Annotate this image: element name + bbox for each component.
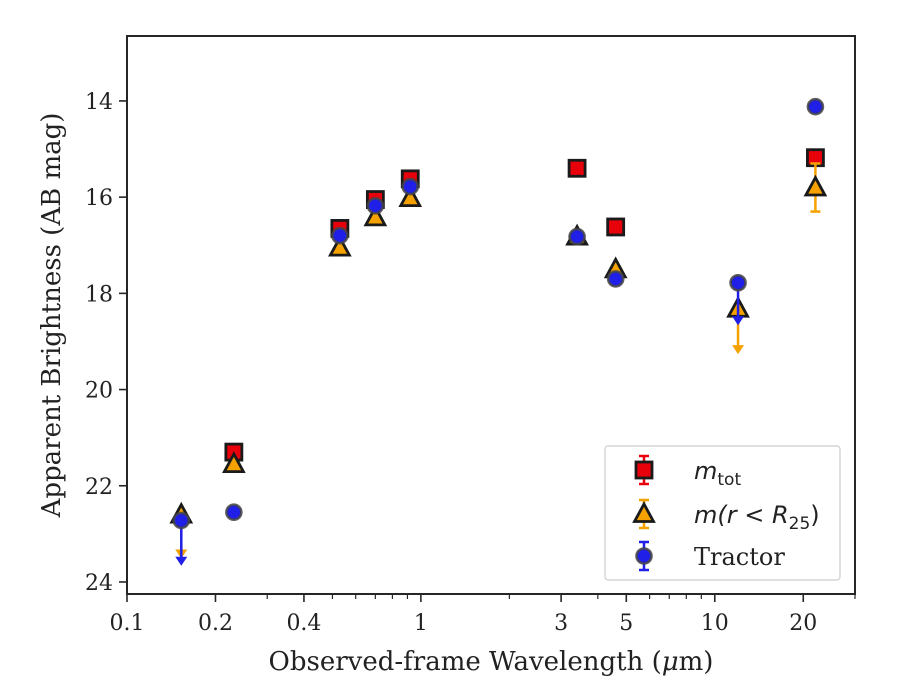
legend-marker-mr25	[632, 501, 656, 523]
tractor-point-0-limit-arrow	[175, 556, 188, 566]
plot-frame	[126, 35, 856, 595]
y-axis-title: Apparent Brightness (AB mag)	[37, 113, 67, 519]
x-tick-label-5: 5	[619, 611, 633, 636]
tractor-point-7-limit-arrow	[732, 316, 745, 326]
legend-label-tractor: Tractor	[694, 543, 785, 571]
x-tick-label-7: 20	[789, 611, 817, 636]
tractor-point-4	[401, 177, 420, 196]
series-tractor	[172, 97, 825, 566]
tractor-point-0	[172, 511, 191, 530]
legend-label-close-mr25: )	[810, 501, 819, 529]
x-tick-label-4: 3	[554, 611, 568, 636]
mtot-point-5	[606, 217, 626, 237]
tractor-point-3	[366, 197, 385, 215]
x-tick-label-0: 0.1	[110, 611, 145, 636]
mr25-point-4	[398, 185, 423, 208]
tractor-point-1	[225, 503, 243, 522]
mtot-point-4	[567, 158, 587, 178]
tractor-point-7	[729, 273, 747, 292]
legend-label-main-mr25: m(r < R	[694, 501, 789, 529]
x-tick-label-3: 1	[414, 611, 428, 636]
legend-box	[604, 445, 841, 581]
mr25-point-8	[803, 174, 828, 197]
y-tick-label-2: 18	[85, 282, 113, 307]
tractor-point-6	[606, 270, 625, 288]
tractor-point-2	[331, 226, 349, 245]
x-axis-title: Observed-frame Wavelength (μm)	[269, 647, 714, 677]
y-tick-label-1: 16	[85, 186, 113, 211]
mr25-point-1	[222, 451, 246, 474]
legend-label-main-mtot: m	[694, 457, 717, 485]
x-tick-label-1: 0.2	[198, 611, 233, 636]
legend-marker-tractor	[635, 547, 653, 565]
legend-label-sub-mtot: tot	[717, 470, 741, 490]
axis-layer: 0.1 0.2 0.4 1 3 5 10 20 14 16 18 20 22 24	[85, 35, 856, 636]
legend-label-mtot: mtot	[694, 457, 741, 490]
legend-marker-mtot	[634, 460, 654, 480]
y-tick-label-4: 22	[85, 475, 113, 500]
y-tick-label-3: 20	[85, 379, 113, 404]
legend: mtot m(r < R25) Tractor	[604, 445, 841, 581]
x-tick-label-2: 0.4	[286, 611, 321, 636]
legend-label-sub-mr25: 25	[789, 514, 811, 534]
legend-label-mr25: m(r < R25)	[694, 501, 820, 534]
mr25-point-2	[328, 234, 352, 257]
tractor-point-5	[568, 227, 586, 246]
plot-layer	[169, 97, 828, 566]
tractor-point-8	[806, 97, 825, 116]
mr25-point-3	[363, 204, 388, 227]
y-tick-label-0: 14	[85, 90, 113, 115]
mr25-point-7-limit-arrow	[732, 345, 745, 355]
y-tick-label-5: 24	[85, 571, 113, 596]
x-tick-label-6: 10	[701, 611, 729, 636]
